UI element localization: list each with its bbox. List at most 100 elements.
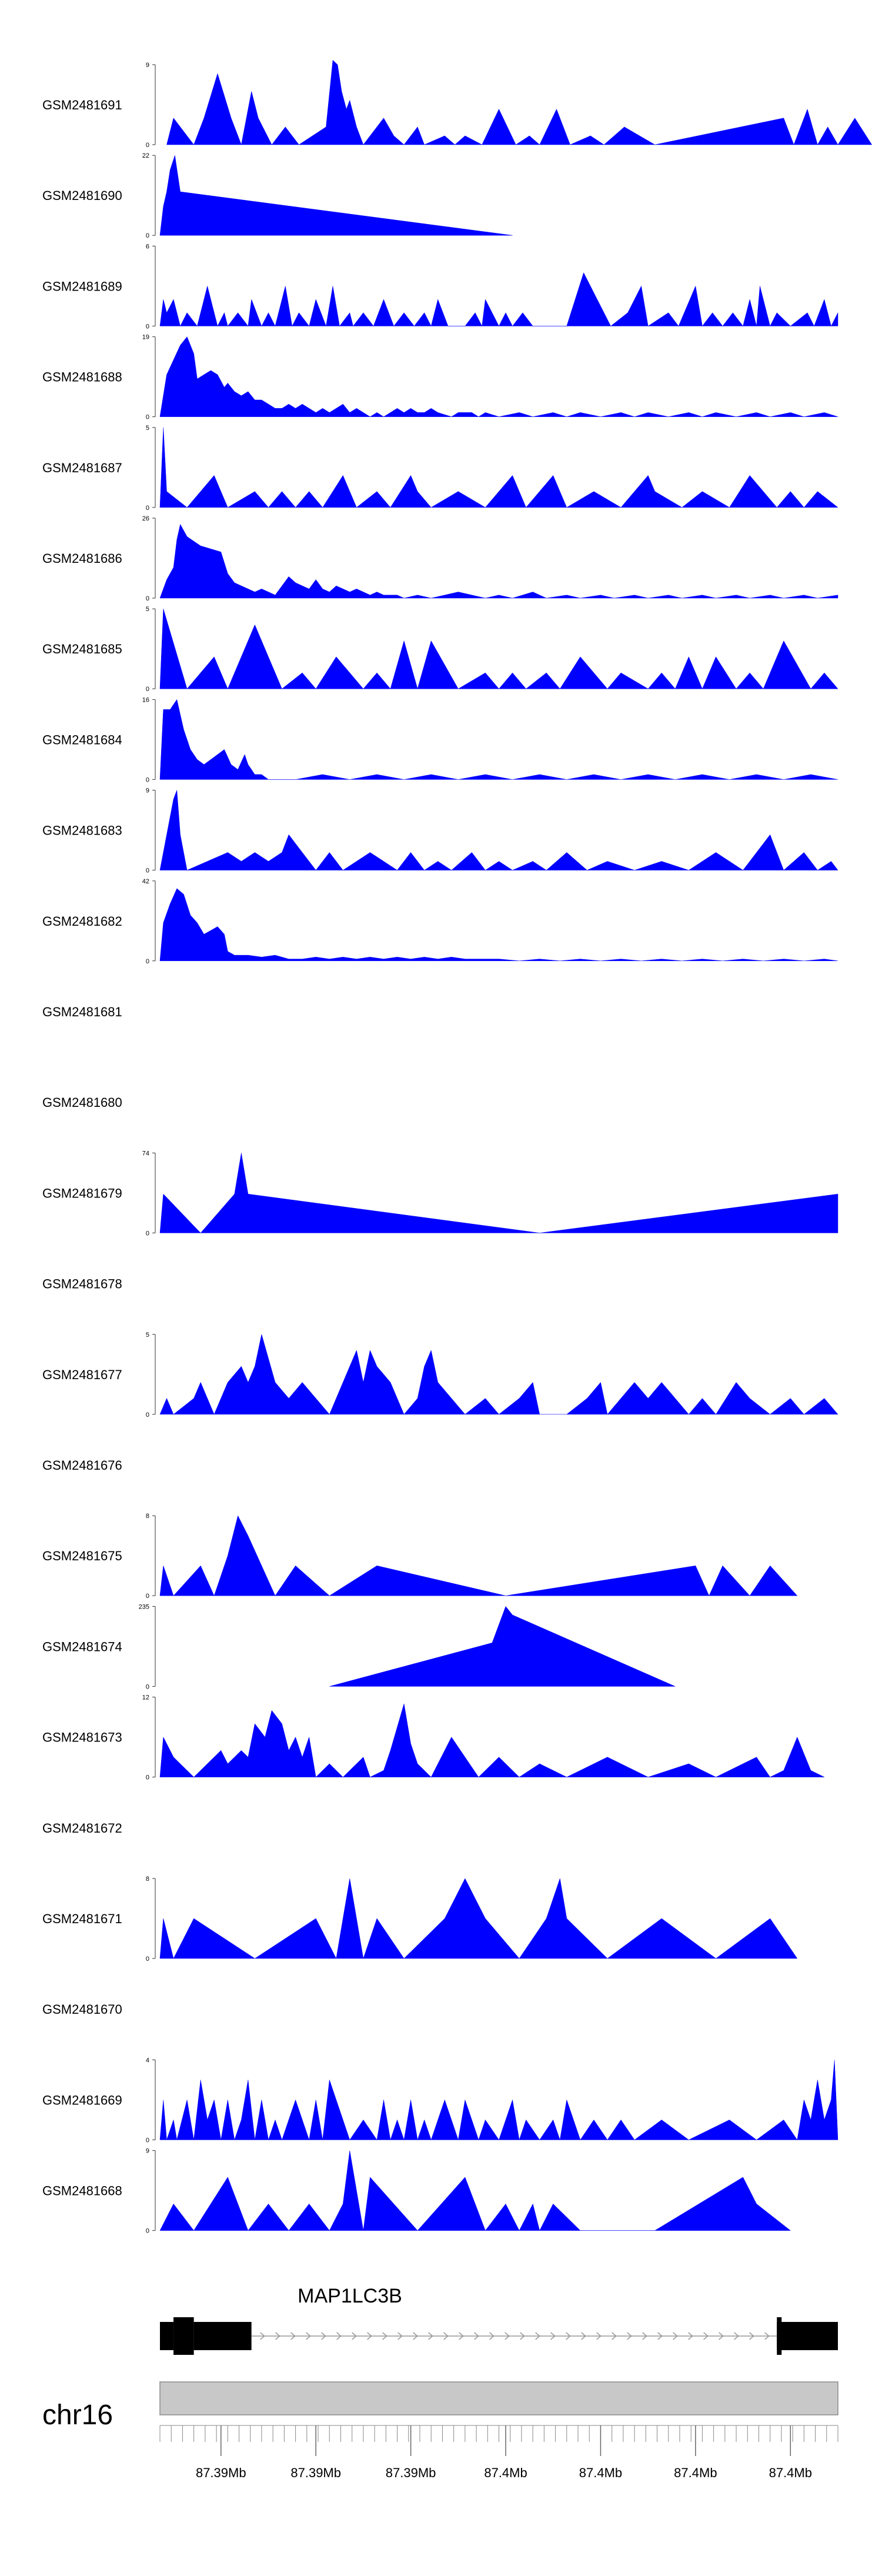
y-axis-max-label: 235 [139, 1603, 149, 1610]
exon-block [777, 2322, 838, 2350]
track-label: GSM2481685 [42, 642, 122, 656]
y-axis-min-label: 0 [146, 1412, 149, 1419]
track-GSM2481675: GSM2481675 8 0 [42, 1513, 798, 1600]
strand-arrow [489, 2332, 495, 2340]
x-axis-tick-label: 87.4Mb [769, 2465, 812, 2480]
y-axis-max-label: 9 [146, 788, 149, 795]
y-axis-max-label: 16 [142, 696, 149, 703]
track-label: GSM2481688 [42, 370, 122, 385]
track-label: GSM2481671 [42, 1911, 122, 1926]
track-GSM2481685: GSM2481685 5 0 [42, 606, 838, 693]
coverage-area [159, 336, 838, 417]
strand-arrow [413, 2332, 418, 2340]
y-axis-min-label: 0 [146, 958, 149, 965]
coverage-tracks: GSM248169190GSM2481690220GSM248168960GSM… [42, 59, 873, 2235]
track-label: GSM2481687 [42, 461, 122, 475]
strand-arrow [306, 2332, 311, 2340]
x-axis-tick-label: 87.4Mb [674, 2465, 717, 2480]
y-axis-max-label: 74 [142, 1150, 149, 1157]
y-axis-min-label: 0 [146, 595, 149, 602]
y-axis-min-label: 0 [146, 1956, 149, 1963]
exon-cap [777, 2317, 782, 2355]
coverage-area [159, 272, 838, 327]
coverage-area [159, 523, 838, 599]
track-label: GSM2481672 [42, 1821, 122, 1836]
y-axis-max-label: 6 [146, 243, 149, 250]
coverage-area [159, 1334, 838, 1415]
y-axis-max-label: 19 [142, 334, 149, 341]
coverage-area [159, 699, 838, 780]
strand-arrow [443, 2332, 449, 2340]
coverage-area [159, 888, 838, 962]
coverage-area [159, 1703, 825, 1778]
y-axis-min-label: 0 [146, 1774, 149, 1781]
x-axis-tick-label: 87.4Mb [484, 2465, 527, 2480]
y-axis-max-label: 5 [146, 606, 149, 613]
track-GSM2481677: GSM2481677 5 0 [42, 1332, 838, 1419]
coverage-area [159, 1515, 798, 1596]
track-GSM2481674: GSM2481674 235 0 [42, 1603, 676, 1690]
track-label: GSM2481675 [42, 1549, 122, 1563]
track-GSM2481672: GSM2481672 [42, 1821, 122, 1836]
x-axis-tick-label: 87.4Mb [579, 2465, 622, 2480]
track-label: GSM2481676 [42, 1458, 122, 1473]
x-axis-tick-label: 87.39Mb [196, 2465, 246, 2480]
gene-label: MAP1LC3B [298, 2285, 402, 2307]
track-label: GSM2481673 [42, 1730, 122, 1745]
track-GSM2481670: GSM2481670 [42, 2002, 122, 2017]
track-label: GSM2481684 [42, 732, 122, 747]
track-GSM2481687: GSM2481687 5 0 [42, 425, 838, 512]
strand-arrow [459, 2332, 464, 2340]
track-label: GSM2481682 [42, 914, 122, 929]
track-GSM2481680: GSM2481680 [42, 1095, 122, 1110]
strand-arrow [612, 2332, 617, 2340]
strand-arrow [367, 2332, 372, 2340]
y-axis-min-label: 0 [146, 232, 149, 239]
strand-arrow [352, 2332, 357, 2340]
y-axis-max-label: 9 [146, 2148, 149, 2155]
track-GSM2481686: GSM2481686 26 0 [42, 515, 838, 602]
track-GSM2481679: GSM2481679 74 0 [42, 1150, 838, 1237]
track-GSM2481676: GSM2481676 [42, 1458, 122, 1473]
y-axis-min-label: 0 [146, 323, 149, 330]
track-GSM2481690: GSM2481690 22 0 [42, 152, 513, 239]
coverage-area [159, 2060, 838, 2141]
y-axis-max-label: 8 [146, 1876, 149, 1883]
x-axis-tick-label: 87.39Mb [290, 2465, 341, 2480]
strand-arrow [581, 2332, 586, 2340]
strand-arrow [749, 2332, 754, 2340]
y-axis-max-label: 9 [146, 62, 149, 69]
track-label: GSM2481670 [42, 2002, 122, 2017]
y-axis-max-label: 5 [146, 425, 149, 432]
coverage-area [329, 1606, 676, 1687]
strand-arrow [596, 2332, 602, 2340]
coverage-area [159, 2150, 791, 2231]
y-axis-min-label: 0 [146, 2228, 149, 2235]
track-label: GSM2481683 [42, 823, 122, 838]
y-axis-max-label: 22 [142, 152, 149, 159]
track-label: GSM2481691 [42, 98, 122, 112]
chromosome-label: chr16 [42, 2400, 113, 2431]
track-GSM2481684: GSM2481684 16 0 [42, 696, 838, 783]
strand-arrow [428, 2332, 433, 2340]
strand-arrow [550, 2332, 556, 2340]
track-GSM2481671: GSM2481671 8 0 [42, 1876, 798, 1963]
strand-arrow [673, 2332, 678, 2340]
strand-arrow [627, 2332, 632, 2340]
track-label: GSM2481689 [42, 279, 122, 293]
y-axis-max-label: 26 [142, 515, 149, 522]
strand-arrow [566, 2332, 571, 2340]
track-GSM2481678: GSM2481678 [42, 1277, 122, 1292]
strand-arrow [520, 2332, 525, 2340]
coverage-area [159, 790, 838, 871]
exon-block [173, 2317, 194, 2355]
y-axis-min-label: 0 [146, 414, 149, 421]
strand-arrow [535, 2332, 540, 2340]
strand-arrow [474, 2332, 479, 2340]
coverage-area [159, 1153, 838, 1233]
y-axis-min-label: 0 [146, 505, 149, 512]
y-axis-max-label: 5 [146, 1332, 149, 1339]
track-GSM2481683: GSM2481683 9 0 [42, 788, 838, 875]
track-label: GSM2481680 [42, 1095, 122, 1110]
exon-block [193, 2322, 252, 2350]
